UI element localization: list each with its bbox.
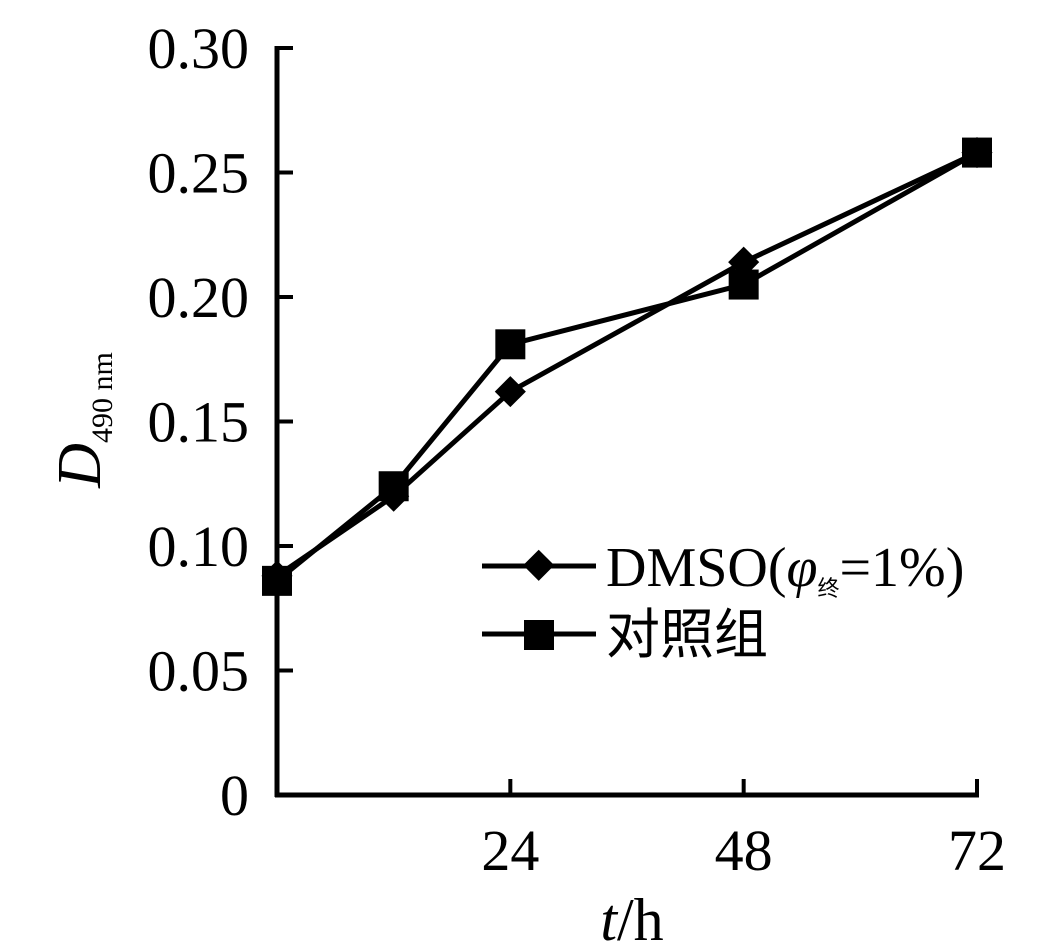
series-line (275, 150, 979, 583)
legend-item-dmso: DMSO(φ终=1%) (482, 537, 964, 602)
series-control (262, 137, 992, 596)
legend-marker-square (524, 620, 554, 650)
legend-label-dmso: DMSO(φ终=1%) (606, 537, 964, 602)
legend-label-dmso-phi: φ (786, 537, 817, 599)
legend-label-dmso-suffix: =1%) (839, 537, 964, 599)
y-tick-label: 0.25 (148, 141, 250, 206)
x-axis-label-rest: /h (617, 887, 664, 952)
legend-label-dmso-sub: 终 (817, 577, 839, 602)
data-point-square (728, 269, 759, 300)
y-tick-label: 0.20 (148, 265, 250, 330)
y-axis-label: D490 nm (46, 352, 119, 489)
data-point-square (378, 471, 409, 502)
data-point-square (495, 329, 526, 360)
y-tick-label: 0.10 (148, 514, 250, 579)
y-axis-label-sub: 490 nm (86, 352, 119, 443)
y-axis-label-main: D (46, 443, 114, 489)
data-point-square (262, 565, 292, 596)
axes (274, 46, 979, 798)
data-point-square (962, 137, 992, 168)
legend-marker-diamond (523, 549, 555, 581)
x-tick-label: 72 (948, 818, 1006, 883)
x-tick-label: 24 (481, 818, 539, 883)
y-ticks: 0 0.05 0.10 0.15 0.20 0.25 0.30 (148, 16, 293, 828)
series-line (275, 150, 979, 578)
series-layer (261, 137, 993, 596)
x-ticks: 24 48 72 (481, 779, 1006, 883)
y-tick-label: 0.05 (148, 639, 250, 704)
x-axis-label: t/h (600, 887, 663, 952)
y-tick-label: 0 (220, 763, 249, 828)
y-tick-label: 0.15 (148, 390, 250, 455)
legend-item-control: 对照组 (482, 603, 768, 666)
legend: DMSO(φ终=1%) 对照组 (482, 537, 964, 666)
x-tick-label: 48 (715, 818, 773, 883)
x-axis-label-italic: t (600, 887, 618, 952)
legend-label-control: 对照组 (606, 603, 768, 666)
data-point-diamond (494, 376, 526, 408)
y-tick-label: 0.30 (148, 16, 250, 81)
legend-label-dmso-prefix: DMSO( (606, 537, 786, 599)
